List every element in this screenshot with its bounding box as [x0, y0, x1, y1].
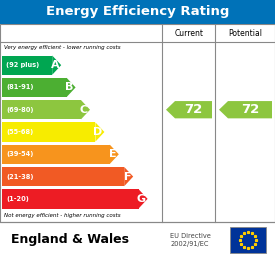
Bar: [2, 145, 110, 164]
Bar: [2, 167, 124, 186]
Text: 72: 72: [241, 103, 259, 116]
Text: B: B: [65, 82, 74, 92]
Text: Current: Current: [175, 28, 204, 37]
Bar: [2, 78, 67, 97]
Polygon shape: [124, 167, 133, 186]
Polygon shape: [139, 189, 148, 208]
Text: Very energy efficient - lower running costs: Very energy efficient - lower running co…: [4, 45, 121, 51]
Polygon shape: [110, 145, 119, 164]
Text: (1-20): (1-20): [6, 196, 29, 202]
Polygon shape: [81, 100, 90, 119]
Text: E: E: [109, 149, 117, 159]
Bar: [230, 227, 266, 253]
Text: A: A: [51, 60, 59, 70]
Text: Potential: Potential: [229, 28, 263, 37]
Text: (21-38): (21-38): [6, 174, 34, 180]
Bar: [2, 189, 139, 208]
Text: (69-80): (69-80): [6, 107, 34, 113]
Text: F: F: [124, 172, 131, 182]
Text: England & Wales: England & Wales: [11, 233, 129, 246]
Polygon shape: [95, 122, 104, 142]
Text: 72: 72: [184, 103, 203, 116]
Polygon shape: [166, 101, 212, 118]
Text: Energy Efficiency Rating: Energy Efficiency Rating: [46, 5, 229, 19]
Text: (55-68): (55-68): [6, 129, 33, 135]
Polygon shape: [67, 78, 76, 97]
Text: (81-91): (81-91): [6, 84, 34, 90]
Bar: [0, 0, 275, 24]
Text: D: D: [93, 127, 102, 137]
Polygon shape: [219, 101, 272, 118]
Bar: [2, 122, 95, 142]
Bar: [2, 55, 52, 75]
Text: (39-54): (39-54): [6, 151, 33, 157]
Text: C: C: [80, 105, 88, 115]
Text: G: G: [136, 194, 145, 204]
Text: (92 plus): (92 plus): [6, 62, 39, 68]
Bar: [2, 100, 81, 119]
Text: Not energy efficient - higher running costs: Not energy efficient - higher running co…: [4, 214, 121, 219]
Text: EU Directive
2002/91/EC: EU Directive 2002/91/EC: [170, 233, 210, 247]
Polygon shape: [52, 55, 61, 75]
Bar: [0, 24, 275, 222]
